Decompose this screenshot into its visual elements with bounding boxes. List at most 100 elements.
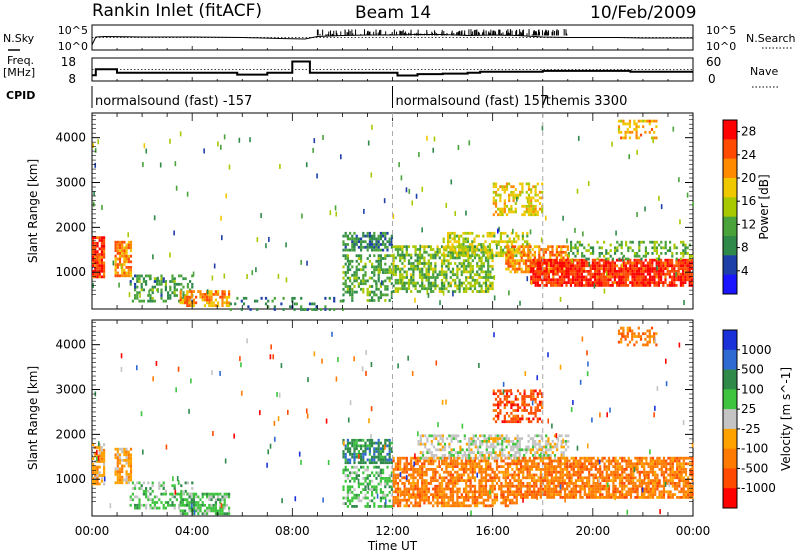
- echo-cell: [536, 281, 539, 284]
- echo-cell: [543, 284, 546, 287]
- echo-cell: [386, 271, 389, 274]
- echo-cell: [410, 468, 413, 471]
- echo-cell: [642, 254, 645, 258]
- echo-cell: [412, 470, 415, 474]
- echo-cell: [622, 122, 625, 126]
- echo-cell: [456, 264, 459, 268]
- echo-cell: [502, 498, 505, 502]
- echo-cell: [491, 276, 494, 279]
- echo-cell: [384, 287, 387, 291]
- echo-cell: [542, 454, 546, 457]
- echo-cell: [162, 487, 165, 490]
- echo-cell: [503, 395, 506, 398]
- echo-cell: [530, 411, 533, 415]
- echo-cell: [473, 287, 477, 291]
- echo-cell: [553, 253, 556, 257]
- echo-cell: [366, 496, 369, 500]
- echo-cell: [419, 456, 422, 460]
- echo-cell: [465, 459, 468, 463]
- echo-cell: [414, 501, 417, 505]
- echo-cell: [673, 267, 676, 270]
- echo-cell: [412, 476, 415, 480]
- echo-cell: [129, 461, 133, 465]
- echo-cell: [103, 250, 106, 254]
- echo-cell: [624, 122, 627, 126]
- echo-cell: [138, 291, 141, 295]
- echo-cell: [127, 274, 130, 278]
- echo-cell: [563, 272, 566, 276]
- echo-cell: [188, 304, 191, 307]
- echo-cell: [570, 240, 573, 244]
- echo-cell: [223, 295, 226, 299]
- echo-cell: [605, 249, 608, 252]
- echo-cell: [392, 456, 395, 460]
- echo-speck: [206, 289, 209, 295]
- beam-label: Beam 14: [355, 3, 431, 23]
- echo-cell: [428, 434, 431, 438]
- echo-cell: [473, 459, 477, 463]
- echo-cell: [461, 454, 464, 457]
- echo-cell: [98, 457, 101, 461]
- echo-cell: [509, 482, 512, 485]
- echo-cell: [534, 272, 537, 276]
- echo-cell: [451, 231, 454, 235]
- echo-cell: [492, 182, 495, 186]
- echo-cell: [460, 281, 463, 285]
- echo-cell: [416, 484, 419, 488]
- echo-cell: [493, 231, 496, 235]
- echo-cell: [487, 454, 491, 457]
- echo-cell: [469, 496, 472, 499]
- echo-cell: [373, 465, 376, 469]
- echo-cell: [384, 485, 387, 489]
- echo-cell: [169, 294, 172, 297]
- echo-cell: [173, 484, 176, 488]
- echo-cell: [353, 273, 356, 277]
- echo-cell: [201, 512, 204, 516]
- echo-cell: [534, 442, 537, 446]
- echo-cell: [609, 275, 612, 279]
- echo-cell: [364, 488, 367, 491]
- echo-cell: [405, 479, 408, 482]
- echo-cell: [377, 262, 380, 266]
- echo-cell: [436, 501, 439, 505]
- echo-cell: [142, 489, 145, 493]
- echo-cell: [550, 278, 553, 282]
- echo-cell: [547, 258, 550, 262]
- echo-cell: [377, 237, 380, 241]
- echo-cell: [505, 182, 509, 186]
- echo-cell: [561, 272, 564, 276]
- echo-speck: [559, 296, 562, 302]
- echo-cell: [184, 498, 187, 502]
- echo-cell: [543, 258, 546, 262]
- echo-cell: [366, 438, 369, 442]
- echo-cell: [572, 264, 575, 268]
- echo-cell: [476, 496, 479, 499]
- echo-speck: [127, 232, 130, 238]
- echo-cell: [458, 456, 461, 460]
- echo-cell: [480, 490, 483, 494]
- echo-cell: [469, 484, 472, 488]
- echo-cell: [447, 498, 450, 502]
- echo-speck: [621, 263, 624, 269]
- echo-cell: [353, 240, 356, 244]
- echo-cell: [532, 281, 535, 284]
- echo-cell: [538, 389, 542, 393]
- echo-cell: [362, 455, 365, 459]
- echo-cell: [429, 479, 433, 482]
- echo-cell: [410, 276, 413, 279]
- echo-cell: [116, 246, 119, 250]
- echo-cell: [523, 204, 526, 208]
- echo-cell: [103, 255, 106, 259]
- echo-cell: [434, 473, 437, 477]
- echo-cell: [116, 447, 119, 451]
- echo-speck: [679, 219, 681, 225]
- echo-cell: [620, 272, 623, 276]
- echo-cell: [98, 443, 101, 447]
- echo-cell: [379, 479, 382, 483]
- echo-cell: [384, 477, 387, 480]
- echo-cell: [468, 442, 471, 446]
- echo-cell: [208, 298, 211, 302]
- echo-cell: [355, 234, 358, 238]
- echo-cell: [451, 256, 455, 260]
- echo-cell: [673, 270, 676, 273]
